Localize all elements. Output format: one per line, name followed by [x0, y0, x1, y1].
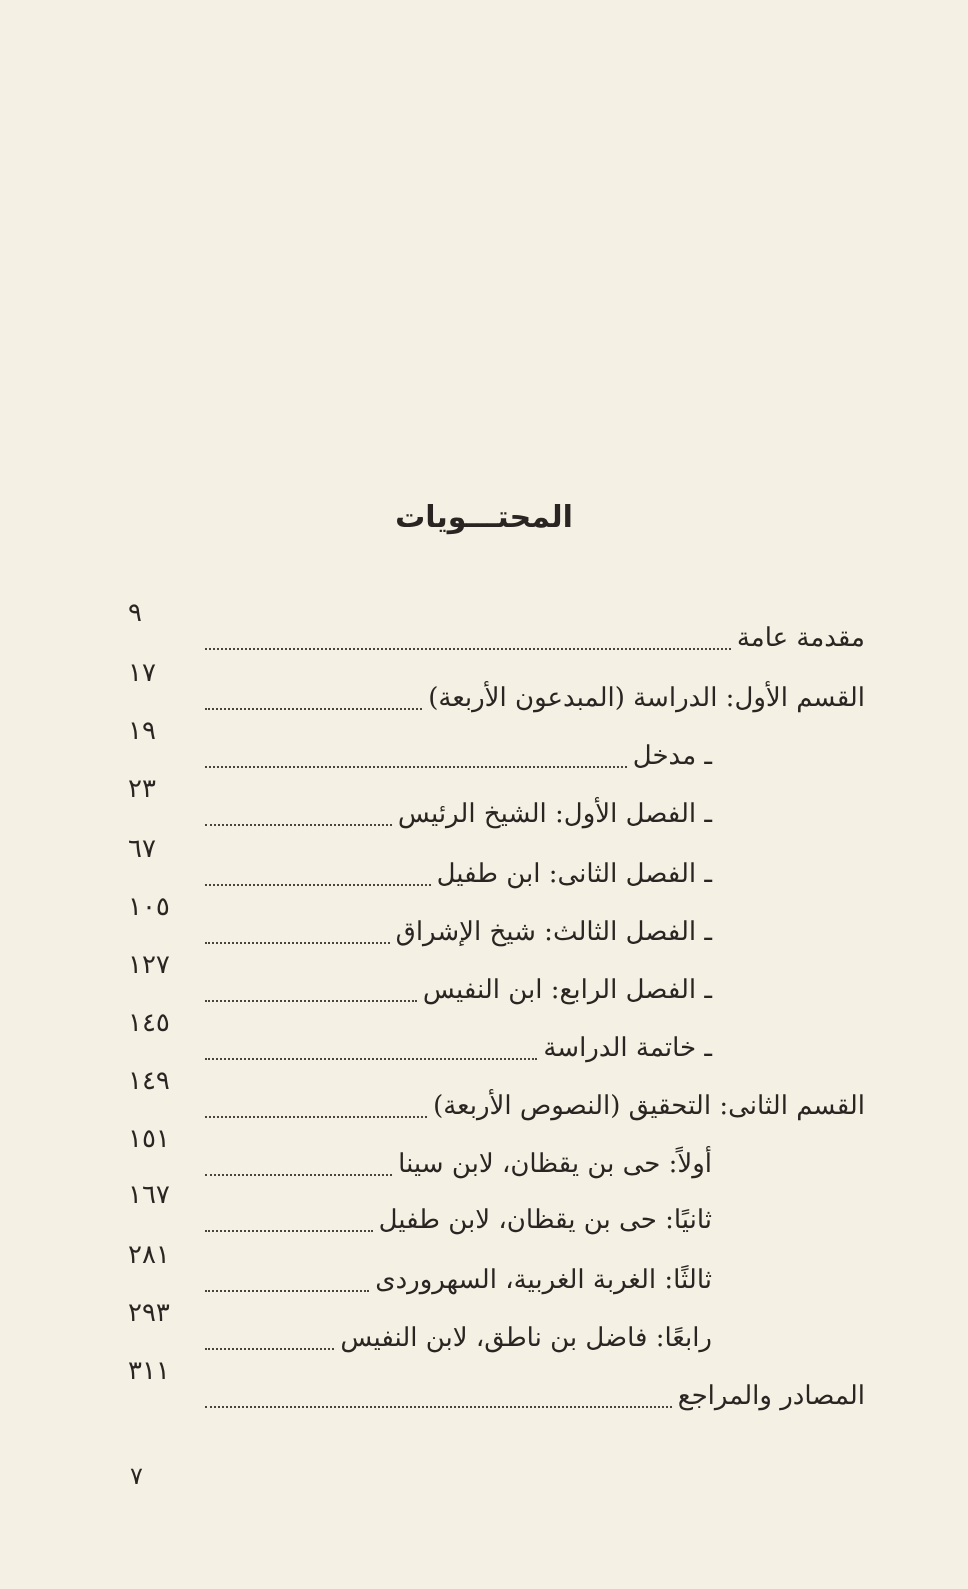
dot-leader	[205, 647, 731, 650]
toc-entry-label: ـ خاتمة الدراسة	[543, 1033, 712, 1063]
toc-entry-line: مقدمة عامة	[205, 614, 865, 658]
toc-entry-label: ـ الفصل الثانى: ابن طفيل	[436, 859, 712, 889]
toc-page-number: ٢٩٣	[128, 1298, 170, 1328]
toc-page-number: ١٩	[128, 716, 156, 746]
dot-leader	[205, 1057, 538, 1060]
toc-entry-line: ـ مدخل	[205, 732, 712, 776]
toc-page-number: ١٤٩	[128, 1066, 170, 1096]
dot-leader	[205, 883, 431, 886]
toc-entry-label: القسم الثانى: التحقيق (النصوص الأربعة)	[433, 1091, 865, 1121]
toc-entry-label: مقدمة عامة	[736, 623, 865, 653]
toc-entry: ١٧ القسم الأول: الدراسة (المبدعون الأربع…	[0, 658, 968, 724]
toc-entry: ٢٣ ـ الفصل الأول: الشيخ الرئيس	[0, 774, 968, 840]
toc-page-number: ٢٣	[128, 774, 156, 804]
toc-page-number: ١٢٧	[128, 950, 170, 980]
dot-leader	[205, 941, 390, 944]
toc-entry-line: القسم الأول: الدراسة (المبدعون الأربعة)	[205, 674, 865, 718]
toc-entry-label: ـ الفصل الثالث: شيخ الإشراق	[395, 917, 712, 947]
toc-entry: ١٤٩ القسم الثانى: التحقيق (النصوص الأربع…	[0, 1066, 968, 1132]
dot-leader	[205, 1229, 373, 1232]
toc-entry-label: أولاً: حى بن يقظان، لابن سينا	[398, 1149, 712, 1179]
toc-entry-line: ـ خاتمة الدراسة	[205, 1024, 712, 1068]
toc-entry-line: ـ الفصل الثانى: ابن طفيل	[205, 850, 712, 894]
toc-entry: ٦٧ ـ الفصل الثانى: ابن طفيل	[0, 834, 968, 900]
dot-leader	[205, 999, 417, 1002]
toc-page-number: ٦٧	[128, 834, 156, 864]
toc-entry-label: ثانيًا: حى بن يقظان، لابن طفيل	[378, 1205, 712, 1235]
dot-leader	[205, 823, 392, 826]
page-number: ٧	[130, 1462, 143, 1490]
toc-entry-label: ـ الفصل الرابع: ابن النفيس	[422, 975, 712, 1005]
toc-entry-label: رابعًا: فاضل بن ناطق، لابن النفيس	[340, 1323, 712, 1353]
toc-entry-line: أولاً: حى بن يقظان، لابن سينا	[205, 1140, 712, 1184]
toc-entry-line: ـ الفصل الثالث: شيخ الإشراق	[205, 908, 712, 952]
toc-page-number: ٣١١	[128, 1356, 170, 1386]
toc-entry-line: ثالثًا: الغربة الغربية، السهروردى	[205, 1256, 712, 1300]
dot-leader	[205, 1115, 428, 1118]
toc-page-number: ٢٨١	[128, 1240, 170, 1270]
dot-leader	[205, 1347, 335, 1350]
toc-entry: ١٥١ أولاً: حى بن يقظان، لابن سينا	[0, 1124, 968, 1190]
toc-page-number: ١٦٧	[128, 1180, 170, 1210]
toc-entry-label: القسم الأول: الدراسة (المبدعون الأربعة)	[428, 683, 865, 713]
toc-entry: ١٦٧ ثانيًا: حى بن يقظان، لابن طفيل	[0, 1180, 968, 1246]
toc-page-number: ٩	[128, 598, 142, 628]
dot-leader	[205, 1289, 370, 1292]
toc-entry-line: ثانيًا: حى بن يقظان، لابن طفيل	[205, 1196, 712, 1240]
toc-entry: ٣١١ المصادر والمراجع	[0, 1356, 968, 1422]
toc-entry-label: ثالثًا: الغربة الغربية، السهروردى	[375, 1265, 712, 1295]
page-title: المحتـــويات	[395, 500, 573, 535]
toc-entry-label: ـ الفصل الأول: الشيخ الرئيس	[397, 799, 712, 829]
toc-entry-line: ـ الفصل الأول: الشيخ الرئيس	[205, 790, 712, 834]
toc-entry: ١٢٧ ـ الفصل الرابع: ابن النفيس	[0, 950, 968, 1016]
dot-leader	[205, 1405, 672, 1408]
toc-entry: ١٠٥ ـ الفصل الثالث: شيخ الإشراق	[0, 892, 968, 958]
toc-entry-line: المصادر والمراجع	[205, 1372, 865, 1416]
dot-leader	[205, 765, 627, 768]
toc-entry: ٢٩٣ رابعًا: فاضل بن ناطق، لابن النفيس	[0, 1298, 968, 1364]
toc-page-number: ١٠٥	[128, 892, 170, 922]
toc-entry: ١٩ ـ مدخل	[0, 716, 968, 782]
toc-entry-label: ـ مدخل	[632, 741, 712, 771]
toc-page-number: ١٥١	[128, 1124, 170, 1154]
toc-entry: ٩ مقدمة عامة	[0, 598, 968, 664]
toc-entry: ٢٨١ ثالثًا: الغربة الغربية، السهروردى	[0, 1240, 968, 1306]
toc-entry: ١٤٥ ـ خاتمة الدراسة	[0, 1008, 968, 1074]
dot-leader	[205, 1173, 393, 1176]
toc-entry-label: المصادر والمراجع	[677, 1381, 865, 1411]
toc-entry-line: ـ الفصل الرابع: ابن النفيس	[205, 966, 712, 1010]
dot-leader	[205, 707, 423, 710]
toc-entry-line: رابعًا: فاضل بن ناطق، لابن النفيس	[205, 1314, 712, 1358]
toc-page-number: ١٧	[128, 658, 156, 688]
toc-entry-line: القسم الثانى: التحقيق (النصوص الأربعة)	[205, 1082, 865, 1126]
toc-page-number: ١٤٥	[128, 1008, 170, 1038]
